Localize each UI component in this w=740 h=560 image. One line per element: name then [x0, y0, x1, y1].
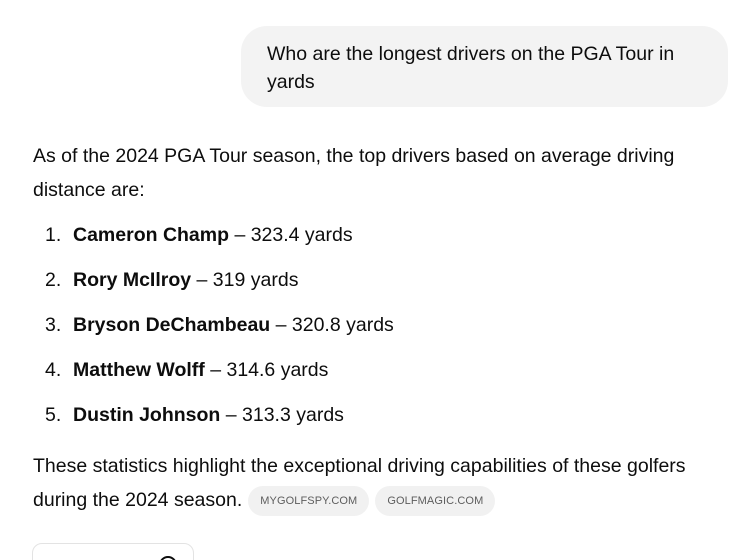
- closing-text: These statistics highlight the exception…: [33, 455, 686, 511]
- response-intro: As of the 2024 PGA Tour season, the top …: [33, 145, 675, 201]
- assistant-response: As of the 2024 PGA Tour season, the top …: [33, 139, 723, 517]
- driver-name: Cameron Champ: [73, 224, 230, 246]
- list-item: 5. Dustin Johnson – 313.3 yards: [33, 398, 723, 443]
- list-item-number: 3.: [45, 314, 62, 336]
- source-chip-mygolfspy[interactable]: MYGOLFSPY.COM: [248, 486, 370, 516]
- partial-card[interactable]: [32, 543, 194, 560]
- list-item: 4. Matthew Wolff – 314.6 yards: [33, 353, 723, 398]
- list-item: 1. Cameron Champ – 323.4 yards: [33, 218, 723, 263]
- driver-distance: – 319 yards: [191, 269, 299, 291]
- driver-distance: – 313.3 yards: [220, 404, 344, 426]
- response-closing: These statistics highlight the exception…: [33, 449, 723, 517]
- driver-distance: – 320.8 yards: [270, 314, 394, 336]
- drivers-list: 1. Cameron Champ – 323.4 yards 2. Rory M…: [33, 218, 723, 443]
- user-message-bubble: Who are the longest drivers on the PGA T…: [241, 26, 728, 107]
- driver-name: Matthew Wolff: [73, 359, 205, 381]
- list-item-number: 2.: [45, 269, 62, 291]
- list-item: 2. Rory McIlroy – 319 yards: [33, 263, 723, 308]
- source-chip-golfmagic[interactable]: GOLFMAGIC.COM: [375, 486, 496, 516]
- list-item-number: 4.: [45, 359, 62, 381]
- driver-distance: – 314.6 yards: [204, 359, 329, 381]
- driver-name: Rory McIlroy: [73, 269, 192, 291]
- driver-name: Bryson DeChambeau: [73, 314, 271, 336]
- list-item: 3. Bryson DeChambeau – 320.8 yards: [33, 308, 723, 353]
- driver-distance: – 323.4 yards: [229, 224, 353, 246]
- list-item-number: 1.: [45, 224, 62, 246]
- driver-name: Dustin Johnson: [73, 404, 221, 426]
- list-item-number: 5.: [45, 404, 62, 426]
- circle-icon: [159, 556, 177, 560]
- user-message-text: Who are the longest drivers on the PGA T…: [267, 43, 675, 93]
